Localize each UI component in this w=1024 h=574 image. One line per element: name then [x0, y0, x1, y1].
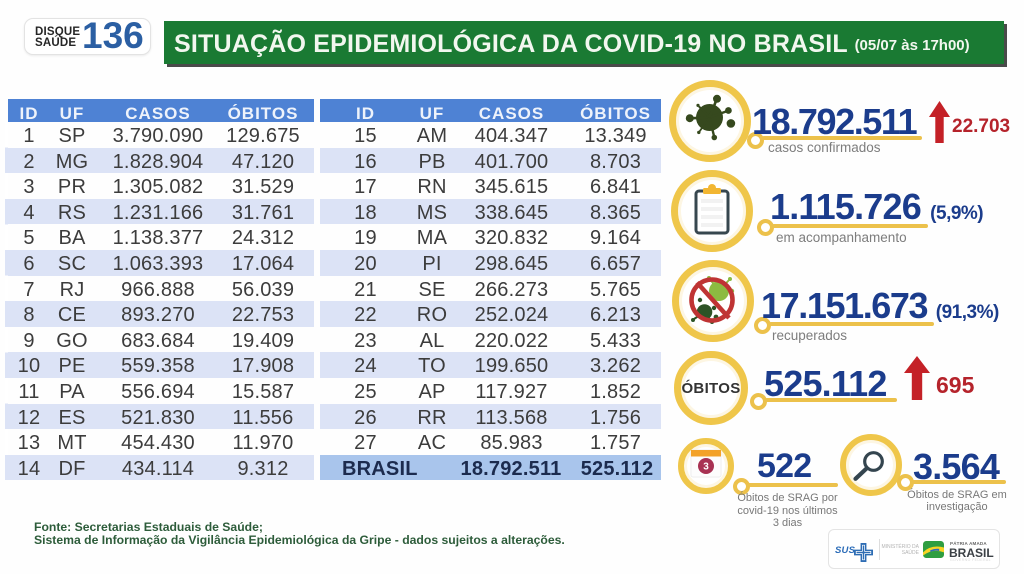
svg-text:3: 3 — [703, 462, 709, 473]
